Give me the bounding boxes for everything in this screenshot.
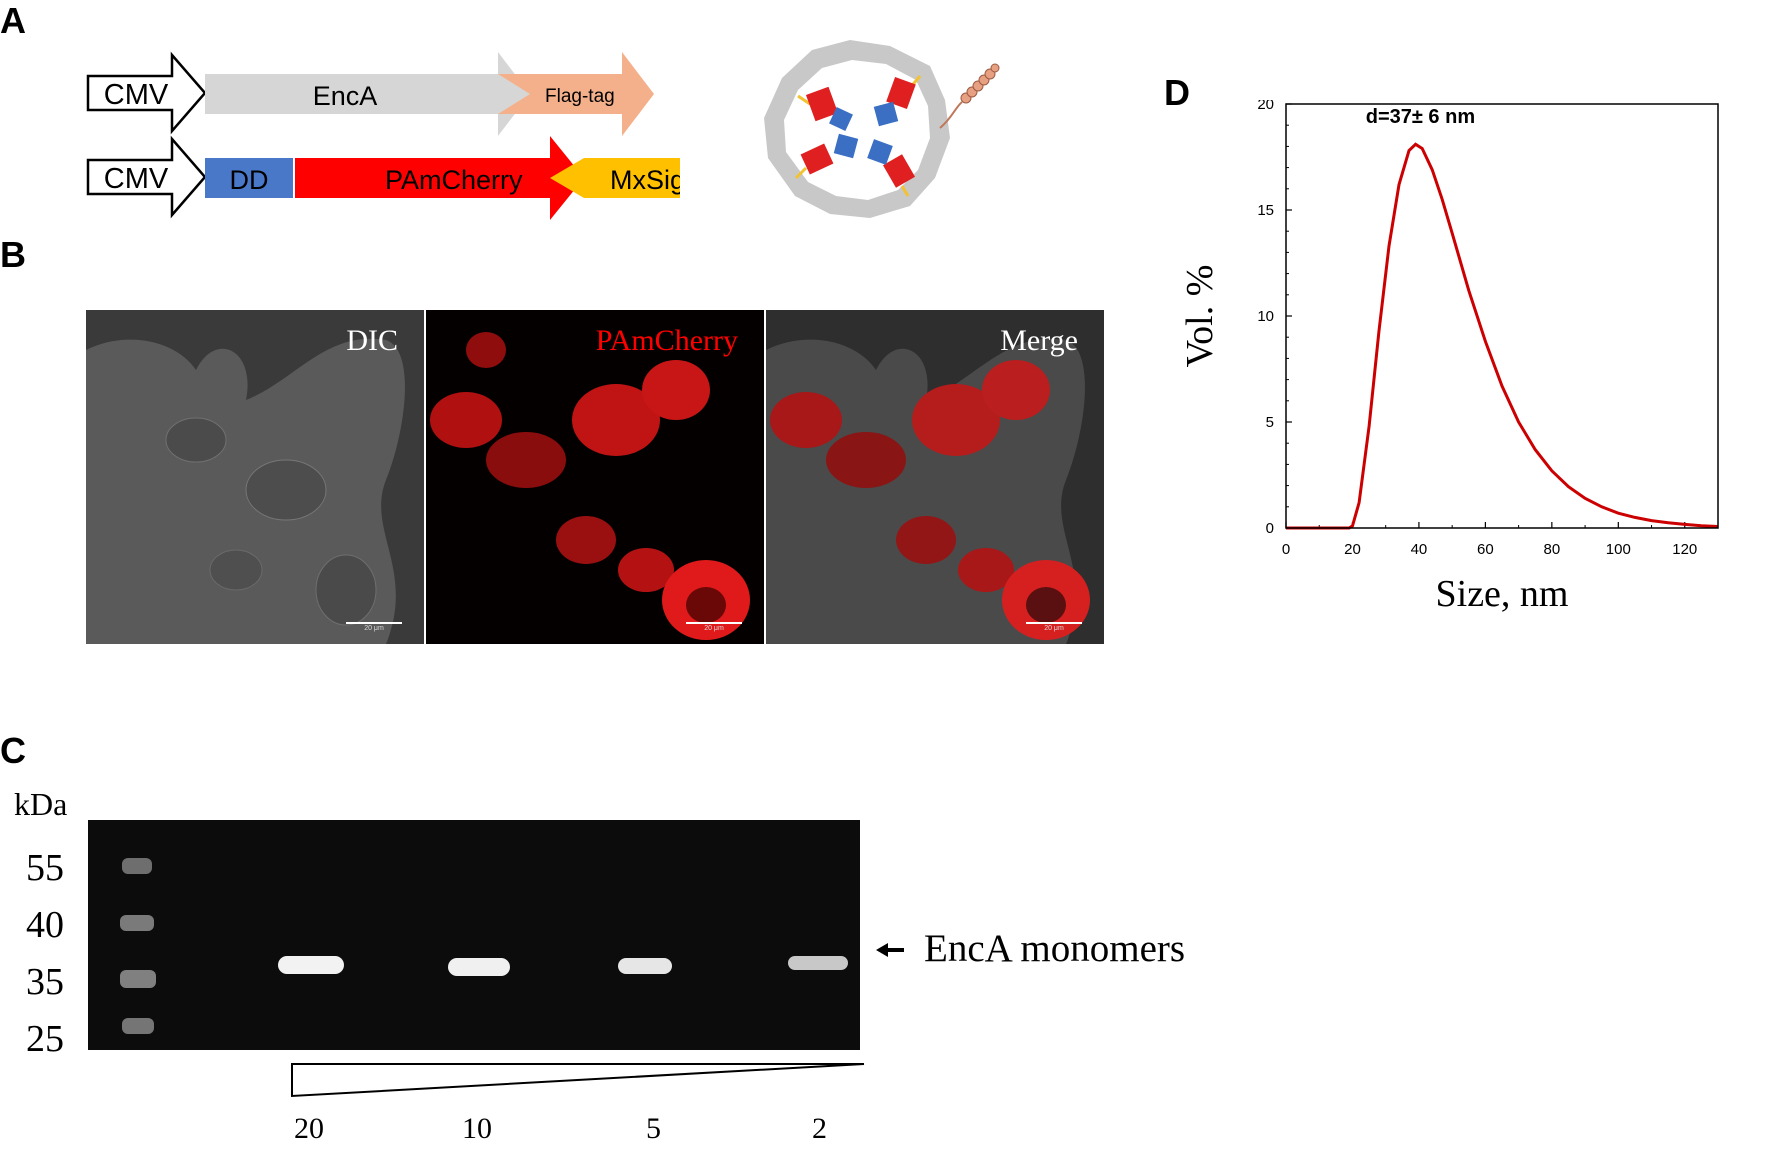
dd-block <box>205 158 293 198</box>
band-lane-2 <box>788 956 848 970</box>
flag-tag-helix <box>939 63 1000 129</box>
band-lane-5 <box>618 958 672 974</box>
scale-bar-merge: 20 μm <box>1026 622 1082 632</box>
y-tick-label: 20 <box>1257 100 1274 113</box>
panel-label-b: B <box>0 234 26 275</box>
cargo-proteins <box>794 75 922 197</box>
band-arrow <box>876 940 906 965</box>
x-tick-label: 20 <box>1344 541 1361 558</box>
band-lane-20 <box>278 956 344 974</box>
micrograph-merge: Merge 20 μm <box>766 310 1104 644</box>
peak-annotation: d=37± 6 nm <box>1366 106 1475 128</box>
construct-diagram: CMV EncA Flag-tag CMV DD PAmCherry MxSig <box>86 51 680 220</box>
marker-55: 55 <box>26 847 64 889</box>
mxsig-label: MxSig <box>610 165 680 195</box>
lane-label-2: 2 <box>812 1112 827 1145</box>
pamcherry-label: PAmCherry <box>385 165 523 195</box>
flag-tag-label: Flag-tag <box>545 86 615 107</box>
panel-label-d: D <box>1164 72 1190 113</box>
y-tick-label: 5 <box>1266 414 1274 431</box>
x-axis-label: Size, nm <box>1436 573 1569 615</box>
encA-monomers-label: EncA monomers <box>924 927 1186 970</box>
construct-2: CMV DD PAmCherry MxSig <box>86 135 680 220</box>
x-tick-label: 100 <box>1606 541 1631 558</box>
pamcherry-arrow <box>295 136 584 220</box>
encapsulin-schematic <box>764 40 1000 218</box>
x-tick-label: 40 <box>1411 541 1428 558</box>
scale-bar-dic: 20 μm <box>346 622 402 632</box>
marker-35: 35 <box>26 961 64 1003</box>
y-tick-label: 15 <box>1257 202 1274 219</box>
merge-label: Merge <box>1000 324 1078 357</box>
x-tick-label: 60 <box>1477 541 1494 558</box>
ladder-band-35 <box>120 970 156 988</box>
chart-ticks: 0 20 40 60 80 100 120 0 5 10 15 20 <box>1257 100 1697 558</box>
western-blot-gel <box>88 820 860 1050</box>
y-tick-label: 0 <box>1266 520 1274 537</box>
dic-label: DIC <box>346 324 398 357</box>
encA-arrow <box>205 52 530 136</box>
cmv-label-2: CMV <box>104 163 169 195</box>
micrograph-pamcherry: PAmCherry 20 μm <box>426 310 764 644</box>
x-tick-label: 80 <box>1544 541 1561 558</box>
cmv-promoter-arrow-2 <box>86 135 207 219</box>
y-axis-label: Vol. % <box>1179 265 1221 368</box>
encA-label: EncA <box>313 81 378 111</box>
lane-label-5: 5 <box>646 1112 661 1145</box>
mxsig-arrow <box>584 158 680 198</box>
size-distribution-chart: 0 20 40 60 80 100 120 0 5 10 15 20 d=37± 6 nm Size,… <box>1179 100 1719 615</box>
ladder-band-40 <box>120 915 154 931</box>
marker-40: 40 <box>26 904 64 946</box>
plot-frame <box>1285 103 1719 529</box>
panel-label-a: A <box>0 0 26 41</box>
marker-25: 25 <box>26 1018 64 1060</box>
cmv-promoter-arrow-1 <box>86 51 207 135</box>
x-tick-label: 0 <box>1282 541 1290 558</box>
lane-label-10: 10 <box>462 1112 492 1145</box>
flag-tag-arrow <box>498 52 654 136</box>
pamcherry-channel-label: PAmCherry <box>595 324 738 357</box>
y-tick-label: 10 <box>1257 308 1274 325</box>
size-distribution-curve <box>1286 142 1719 530</box>
ladder-band-55 <box>122 858 152 874</box>
band-lane-10 <box>448 958 510 976</box>
scale-bar-pamcherry: 20 μm <box>686 622 742 632</box>
cmv-label-1: CMV <box>104 79 169 111</box>
gel-unit-label: kDa <box>14 786 68 822</box>
panel-label-c: C <box>0 730 26 771</box>
micrograph-dic: DIC 20 μm <box>86 310 424 644</box>
dd-label: DD <box>230 165 269 195</box>
lane-label-20: 20 <box>294 1112 324 1145</box>
ladder-band-25 <box>122 1018 154 1034</box>
concentration-wedge <box>291 1063 865 1098</box>
x-tick-label: 120 <box>1672 541 1697 558</box>
construct-1: CMV EncA Flag-tag <box>86 51 654 136</box>
